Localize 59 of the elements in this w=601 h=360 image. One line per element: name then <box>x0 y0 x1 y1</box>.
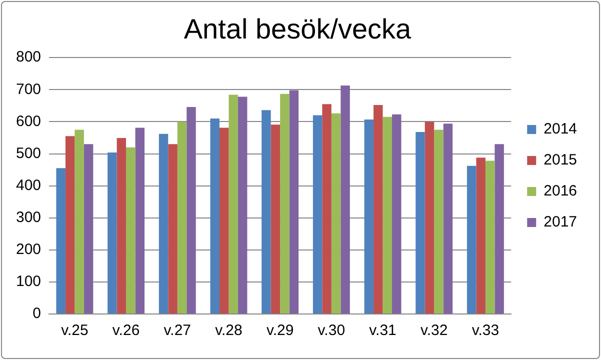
bar <box>158 134 168 314</box>
y-tick-label: 400 <box>16 176 42 194</box>
bar <box>434 130 444 314</box>
x-tick-label: v.32 <box>420 322 448 340</box>
legend-label: 2015 <box>544 152 578 169</box>
legend-label: 2016 <box>544 182 578 200</box>
y-tick-label: 600 <box>16 112 42 130</box>
bar <box>177 122 187 314</box>
x-tick-label: v.25 <box>61 322 88 340</box>
bar <box>262 110 271 314</box>
y-tick-label: 200 <box>16 241 42 258</box>
y-tick-label: 800 <box>16 48 42 66</box>
y-tick-label: 100 <box>16 273 42 290</box>
bar <box>312 115 322 314</box>
bar <box>416 132 425 314</box>
bar <box>210 118 220 314</box>
bar <box>65 136 75 314</box>
bar <box>238 96 248 314</box>
x-tick-label: v.33 <box>472 322 500 340</box>
y-tick-label: 700 <box>16 80 42 98</box>
bar <box>466 166 476 314</box>
bar <box>494 144 504 314</box>
bar <box>135 128 145 314</box>
x-tick-label: v.30 <box>318 322 346 340</box>
y-tick-label: 0 <box>32 305 42 322</box>
bar <box>228 94 238 314</box>
bar <box>126 147 136 314</box>
bar <box>476 158 486 314</box>
bar <box>56 168 66 314</box>
bar <box>219 128 229 314</box>
bar <box>289 90 299 314</box>
bar <box>374 105 383 314</box>
legend-label: 2017 <box>544 214 578 231</box>
bar <box>424 122 434 314</box>
chart-title: Antal besök/vecka <box>184 14 412 45</box>
bar <box>364 119 374 314</box>
bar <box>485 160 495 314</box>
bar <box>443 124 453 314</box>
bar <box>340 85 350 314</box>
bar <box>108 152 117 314</box>
bar <box>168 144 178 314</box>
y-tick-label: 300 <box>16 208 42 226</box>
x-tick-label: v.28 <box>215 322 242 340</box>
x-tick-label: v.31 <box>369 322 396 340</box>
legend-label: 2014 <box>544 120 578 138</box>
y-tick-label: 500 <box>16 144 42 162</box>
bar <box>382 116 392 314</box>
bar <box>280 94 290 314</box>
x-tick-label: v.27 <box>164 322 192 340</box>
bar <box>331 113 341 314</box>
x-tick-label: v.26 <box>112 322 140 340</box>
bar <box>322 104 332 314</box>
bar <box>186 106 196 314</box>
bar <box>392 114 402 314</box>
bar <box>84 144 94 314</box>
bar <box>270 124 280 314</box>
x-tick-label: v.29 <box>266 322 294 340</box>
bar <box>74 130 84 314</box>
bar <box>116 138 126 314</box>
